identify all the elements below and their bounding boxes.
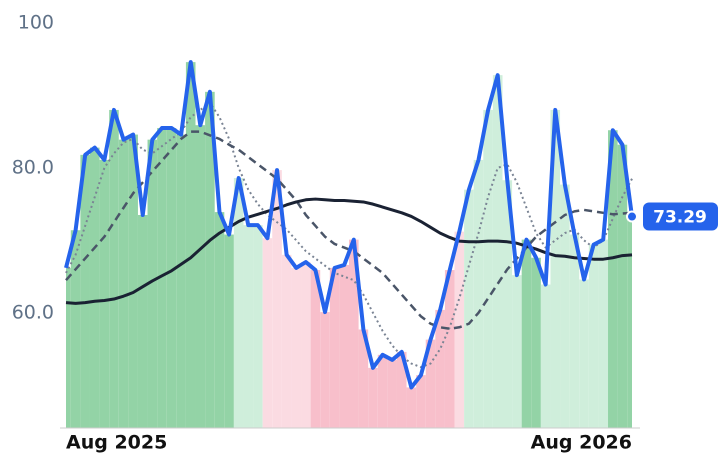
- area-column: [377, 354, 388, 428]
- area-column: [425, 339, 436, 428]
- y-tick-label: 80.0: [12, 156, 54, 178]
- area-column: [569, 234, 580, 428]
- area-column: [195, 125, 206, 428]
- area-column: [109, 109, 119, 428]
- area-column: [406, 387, 417, 428]
- area-column: [301, 262, 311, 428]
- line-layer: [64, 60, 634, 390]
- area-column: [176, 134, 186, 429]
- area-column: [617, 144, 628, 428]
- area-column: [281, 254, 292, 428]
- area-column: [80, 154, 90, 428]
- area-column: [205, 91, 215, 429]
- area-column: [608, 130, 618, 429]
- area-column: [185, 62, 196, 428]
- series-line: [65, 101, 633, 369]
- area-column: [444, 270, 455, 428]
- x-tick-label: Aug 2025: [66, 432, 167, 454]
- area-column: [253, 225, 263, 428]
- area-column: [435, 309, 445, 428]
- area-column: [89, 147, 100, 428]
- series-line: [64, 60, 634, 390]
- area-column: [349, 239, 359, 428]
- area-column: [627, 216, 632, 428]
- area-column: [454, 231, 465, 428]
- area-column: [531, 257, 541, 428]
- value-badge-label: 73.29: [653, 208, 707, 228]
- area-column: [166, 128, 177, 429]
- area-column: [224, 234, 234, 428]
- area-column: [243, 225, 254, 428]
- area-column: [588, 244, 599, 428]
- area-column: [512, 275, 522, 428]
- area-column: [214, 212, 225, 428]
- area-column: [358, 329, 369, 428]
- series-line: [65, 197, 633, 305]
- area-column: [396, 351, 407, 428]
- area-column: [473, 159, 484, 429]
- area-column: [66, 267, 71, 428]
- area-column: [272, 170, 282, 428]
- area-column: [291, 267, 302, 428]
- last-point: [626, 210, 638, 223]
- area-column: [329, 267, 340, 428]
- area-column: [540, 284, 551, 428]
- value-badge: [643, 202, 718, 231]
- area-column: [99, 159, 110, 429]
- area-column: [339, 264, 349, 428]
- area-column: [464, 189, 474, 428]
- area-column: [320, 312, 330, 428]
- area-column: [137, 214, 148, 428]
- area-column: [550, 109, 561, 428]
- area-column: [521, 239, 532, 428]
- area-column: [157, 128, 167, 429]
- area-column: [118, 139, 129, 428]
- area-column: [368, 367, 378, 428]
- area-column: [416, 375, 426, 428]
- area-column: [262, 238, 273, 428]
- y-tick-label: 60.0: [12, 301, 54, 323]
- x-tick-label: Aug 2026: [531, 432, 632, 454]
- area-column: [128, 134, 138, 429]
- y-tick-label: 100: [18, 12, 54, 34]
- area-column: [492, 75, 503, 428]
- area-column: [502, 180, 513, 428]
- area-column: [233, 178, 244, 428]
- area-column: [147, 139, 158, 428]
- area-column: [70, 230, 81, 428]
- area-column: [560, 184, 570, 428]
- area-column: [598, 239, 609, 428]
- area-column: [579, 279, 589, 428]
- area-column: [387, 359, 397, 428]
- area-column: [483, 109, 493, 428]
- fill-layer: [66, 62, 632, 429]
- area-column: [310, 270, 321, 428]
